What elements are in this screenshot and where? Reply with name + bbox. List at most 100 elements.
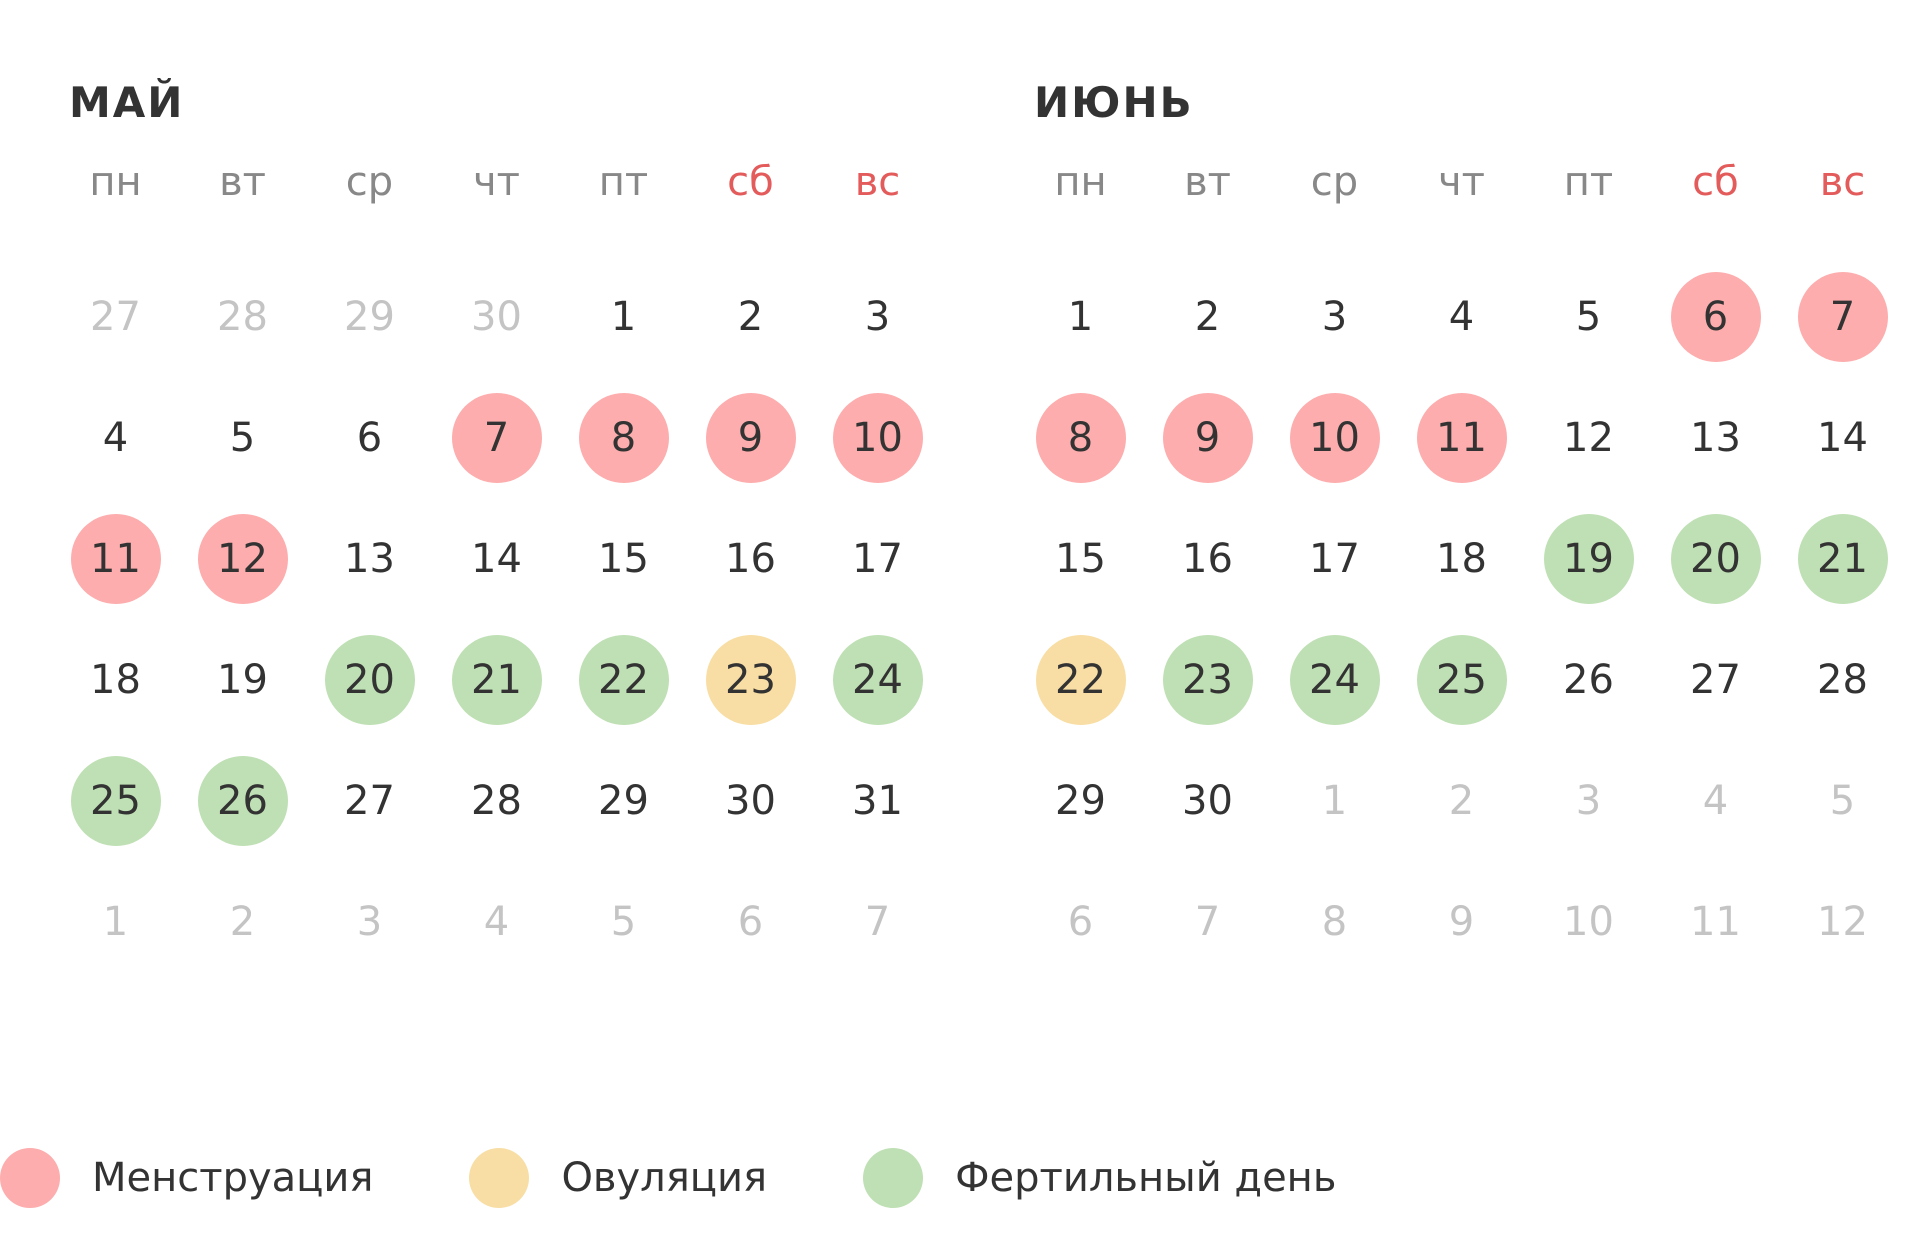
day-cell[interactable]: 12 — [1525, 377, 1652, 498]
day-number: 21 — [1797, 513, 1888, 604]
day-cell[interactable]: 4 — [433, 861, 560, 982]
day-cell-fertile[interactable]: 21 — [433, 619, 560, 740]
day-cell[interactable]: 16 — [687, 498, 814, 619]
day-cell-fertile[interactable]: 23 — [1144, 619, 1271, 740]
day-cell[interactable]: 17 — [1271, 498, 1398, 619]
day-cell-fertile[interactable]: 25 — [52, 740, 179, 861]
day-cell[interactable]: 7 — [814, 861, 941, 982]
day-cell-fertile[interactable]: 24 — [814, 619, 941, 740]
day-number: 12 — [1817, 898, 1868, 945]
day-cell[interactable]: 5 — [1779, 740, 1906, 861]
day-number: 3 — [864, 293, 891, 340]
day-cell-menstruation[interactable]: 10 — [1271, 377, 1398, 498]
day-cell[interactable]: 13 — [1652, 377, 1779, 498]
day-cell[interactable]: 30 — [433, 256, 560, 377]
weekday-header: пн вт ср чт пт сб вс — [1017, 150, 1917, 214]
day-cell-menstruation[interactable]: 7 — [1779, 256, 1906, 377]
day-number: 28 — [471, 777, 522, 824]
day-cell[interactable]: 3 — [814, 256, 941, 377]
day-cell[interactable]: 2 — [179, 861, 306, 982]
day-cell[interactable]: 9 — [1398, 861, 1525, 982]
weekday-label: вт — [219, 159, 266, 205]
day-cell-menstruation[interactable]: 11 — [52, 498, 179, 619]
day-cell[interactable]: 4 — [1652, 740, 1779, 861]
day-cell[interactable]: 3 — [1525, 740, 1652, 861]
day-number: 6 — [1067, 898, 1094, 945]
day-cell[interactable]: 3 — [1271, 256, 1398, 377]
day-cell[interactable]: 15 — [1017, 498, 1144, 619]
day-cell[interactable]: 30 — [1144, 740, 1271, 861]
day-cell-fertile[interactable]: 21 — [1779, 498, 1906, 619]
day-cell[interactable]: 16 — [1144, 498, 1271, 619]
day-number: 24 — [1289, 634, 1380, 725]
day-cell-menstruation[interactable]: 9 — [687, 377, 814, 498]
day-cell[interactable]: 13 — [306, 498, 433, 619]
day-cell[interactable]: 6 — [306, 377, 433, 498]
day-cell[interactable]: 5 — [560, 861, 687, 982]
day-cell[interactable]: 17 — [814, 498, 941, 619]
day-cell[interactable]: 15 — [560, 498, 687, 619]
day-cell[interactable]: 5 — [1525, 256, 1652, 377]
day-cell-fertile[interactable]: 25 — [1398, 619, 1525, 740]
day-cell[interactable]: 27 — [52, 256, 179, 377]
day-cell[interactable]: 28 — [1779, 619, 1906, 740]
day-cell-fertile[interactable]: 26 — [179, 740, 306, 861]
day-cell[interactable]: 29 — [560, 740, 687, 861]
day-cell-fertile[interactable]: 24 — [1271, 619, 1398, 740]
day-cell[interactable]: 27 — [306, 740, 433, 861]
day-number: 9 — [1162, 392, 1253, 483]
day-cell-menstruation[interactable]: 8 — [560, 377, 687, 498]
day-cell[interactable]: 4 — [1398, 256, 1525, 377]
day-cell[interactable]: 29 — [306, 256, 433, 377]
day-cell[interactable]: 1 — [52, 861, 179, 982]
day-number: 3 — [1321, 293, 1348, 340]
day-number: 11 — [1416, 392, 1507, 483]
day-cell[interactable]: 12 — [1779, 861, 1906, 982]
day-cell[interactable]: 27 — [1652, 619, 1779, 740]
weekday-label: ср — [345, 159, 394, 205]
day-cell-menstruation[interactable]: 8 — [1017, 377, 1144, 498]
day-cell-ovulation[interactable]: 22 — [1017, 619, 1144, 740]
day-cell[interactable]: 3 — [306, 861, 433, 982]
day-cell-menstruation[interactable]: 11 — [1398, 377, 1525, 498]
day-cell[interactable]: 6 — [1017, 861, 1144, 982]
day-cell[interactable]: 10 — [1525, 861, 1652, 982]
day-number: 25 — [70, 755, 161, 846]
day-cell[interactable]: 28 — [179, 256, 306, 377]
day-cell-fertile[interactable]: 19 — [1525, 498, 1652, 619]
day-cell[interactable]: 18 — [52, 619, 179, 740]
day-cell[interactable]: 30 — [687, 740, 814, 861]
day-cell[interactable]: 1 — [1017, 256, 1144, 377]
day-cell[interactable]: 31 — [814, 740, 941, 861]
day-cell[interactable]: 7 — [1144, 861, 1271, 982]
day-cell-fertile[interactable]: 20 — [306, 619, 433, 740]
day-cell[interactable]: 26 — [1525, 619, 1652, 740]
day-cell[interactable]: 1 — [560, 256, 687, 377]
day-cell[interactable]: 6 — [687, 861, 814, 982]
day-number: 25 — [1416, 634, 1507, 725]
day-cell[interactable]: 14 — [1779, 377, 1906, 498]
day-cell-fertile[interactable]: 22 — [560, 619, 687, 740]
day-cell[interactable]: 8 — [1271, 861, 1398, 982]
day-number: 9 — [705, 392, 796, 483]
day-cell[interactable]: 29 — [1017, 740, 1144, 861]
day-cell-fertile[interactable]: 20 — [1652, 498, 1779, 619]
day-cell[interactable]: 18 — [1398, 498, 1525, 619]
day-cell[interactable]: 4 — [52, 377, 179, 498]
day-cell[interactable]: 2 — [1398, 740, 1525, 861]
day-cell[interactable]: 28 — [433, 740, 560, 861]
day-cell-menstruation[interactable]: 9 — [1144, 377, 1271, 498]
day-cell[interactable]: 1 — [1271, 740, 1398, 861]
day-cell[interactable]: 2 — [1144, 256, 1271, 377]
day-cell[interactable]: 11 — [1652, 861, 1779, 982]
day-cell-menstruation[interactable]: 10 — [814, 377, 941, 498]
day-cell-menstruation[interactable]: 6 — [1652, 256, 1779, 377]
day-cell[interactable]: 5 — [179, 377, 306, 498]
day-cell[interactable]: 19 — [179, 619, 306, 740]
day-number: 22 — [1035, 634, 1126, 725]
day-cell-menstruation[interactable]: 7 — [433, 377, 560, 498]
day-cell-ovulation[interactable]: 23 — [687, 619, 814, 740]
day-cell[interactable]: 2 — [687, 256, 814, 377]
day-cell[interactable]: 14 — [433, 498, 560, 619]
day-cell-menstruation[interactable]: 12 — [179, 498, 306, 619]
